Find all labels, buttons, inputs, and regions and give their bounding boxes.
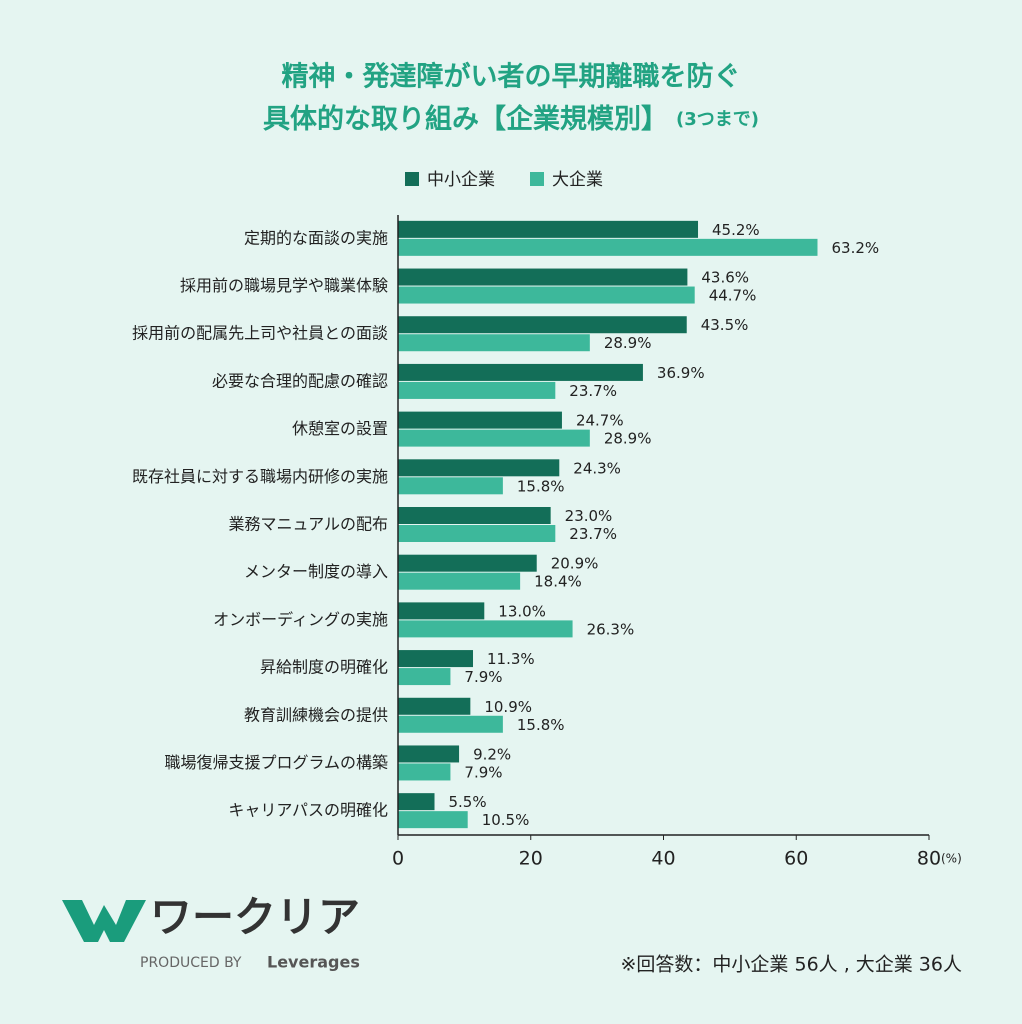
value-label: 13.0% xyxy=(498,602,546,620)
bar xyxy=(398,238,818,256)
bar xyxy=(398,793,435,811)
x-tick-label: 80 xyxy=(917,848,941,870)
value-label: 10.5% xyxy=(482,811,530,829)
bar xyxy=(398,381,556,399)
logo: ワークリア PRODUCED BY Leverages xyxy=(62,893,360,972)
value-label: 28.9% xyxy=(604,334,652,352)
bar xyxy=(398,429,590,447)
y-tick-label: オンボーディングの実施 xyxy=(213,610,388,629)
value-label: 7.9% xyxy=(464,668,502,686)
title-line: 具体的な取り組み【企業規模別】 xyxy=(263,103,668,135)
value-label: 20.9% xyxy=(551,555,599,573)
x-unit: (%) xyxy=(941,852,962,866)
value-label: 23.7% xyxy=(569,525,617,543)
value-label: 15.8% xyxy=(517,716,565,734)
bar xyxy=(398,811,468,829)
y-tick-label: 昇給制度の明確化 xyxy=(260,658,388,677)
x-tick-label: 40 xyxy=(651,848,675,870)
footnote: ※回答数：中小企業 56人 , 大企業 36人 xyxy=(621,954,962,976)
title-note: (3つまで) xyxy=(676,109,759,130)
bar xyxy=(398,620,573,638)
y-tick-label: 採用前の配属先上司や社員との面談 xyxy=(132,324,388,343)
value-label: 28.9% xyxy=(604,430,652,448)
legend-swatch xyxy=(530,172,544,186)
bar xyxy=(398,459,560,477)
value-label: 18.4% xyxy=(534,573,582,591)
bar xyxy=(398,572,521,590)
value-label: 44.7% xyxy=(709,287,757,305)
bar xyxy=(398,525,556,542)
y-tick-label: 採用前の職場見学や職業体験 xyxy=(180,276,388,295)
value-label: 45.2% xyxy=(712,221,760,239)
value-label: 43.6% xyxy=(701,269,749,287)
value-label: 63.2% xyxy=(831,239,879,257)
legend-label: 大企業 xyxy=(552,170,603,190)
bar xyxy=(398,220,699,238)
logo-mark xyxy=(62,900,146,942)
y-tick-label: 定期的な面談の実施 xyxy=(244,228,388,247)
y-tick-label: 既存社員に対する職場内研修の実施 xyxy=(132,467,388,486)
legend-label: 中小企業 xyxy=(427,170,495,190)
bar xyxy=(398,268,688,286)
logo-name: ワークリア xyxy=(150,893,360,942)
y-tick-label: 業務マニュアルの配布 xyxy=(228,515,388,534)
value-label: 23.0% xyxy=(565,507,613,525)
bar xyxy=(398,745,460,763)
value-label: 5.5% xyxy=(449,793,487,811)
legend-swatch xyxy=(405,172,419,186)
value-label: 26.3% xyxy=(587,620,635,638)
value-label: 23.7% xyxy=(569,382,617,400)
bar xyxy=(398,763,451,781)
y-tick-label: 必要な合理的配慮の確認 xyxy=(212,371,388,390)
bar xyxy=(398,286,695,304)
value-label: 10.9% xyxy=(484,698,532,716)
chart-title: 具体的な取り組み【企業規模別】 (3つまで) xyxy=(263,103,759,135)
logo-brand: Leverages xyxy=(267,953,360,972)
bar xyxy=(398,668,451,686)
y-tick-label: メンター制度の導入 xyxy=(244,562,388,581)
bar xyxy=(398,316,687,334)
bar xyxy=(398,715,503,733)
bar xyxy=(398,697,471,715)
y-tick-label: 休憩室の設置 xyxy=(292,419,388,438)
bar xyxy=(398,411,562,429)
value-label: 9.2% xyxy=(473,745,511,763)
logo-produced: PRODUCED BY xyxy=(140,955,242,971)
y-tick-label: 教育訓練機会の提供 xyxy=(244,705,388,724)
value-label: 15.8% xyxy=(517,477,565,495)
x-tick-label: 20 xyxy=(519,848,543,870)
bar xyxy=(398,602,485,620)
value-label: 36.9% xyxy=(657,364,705,382)
bar xyxy=(398,477,503,495)
bar xyxy=(398,507,551,524)
x-tick-label: 60 xyxy=(784,848,808,870)
y-tick-label: 職場復帰支援プログラムの構築 xyxy=(164,753,388,772)
value-label: 24.7% xyxy=(576,412,624,430)
value-label: 43.5% xyxy=(701,316,749,334)
chart-title: 精神・発達障がい者の早期離職を防ぐ xyxy=(282,61,741,93)
bar xyxy=(398,334,590,352)
bar xyxy=(398,363,643,381)
y-tick-label: キャリアパスの明確化 xyxy=(228,801,388,820)
bar xyxy=(398,650,474,668)
value-label: 7.9% xyxy=(464,763,502,781)
value-label: 24.3% xyxy=(573,459,621,477)
bar xyxy=(398,554,537,572)
value-label: 11.3% xyxy=(487,650,535,668)
x-tick-label: 0 xyxy=(392,848,404,870)
